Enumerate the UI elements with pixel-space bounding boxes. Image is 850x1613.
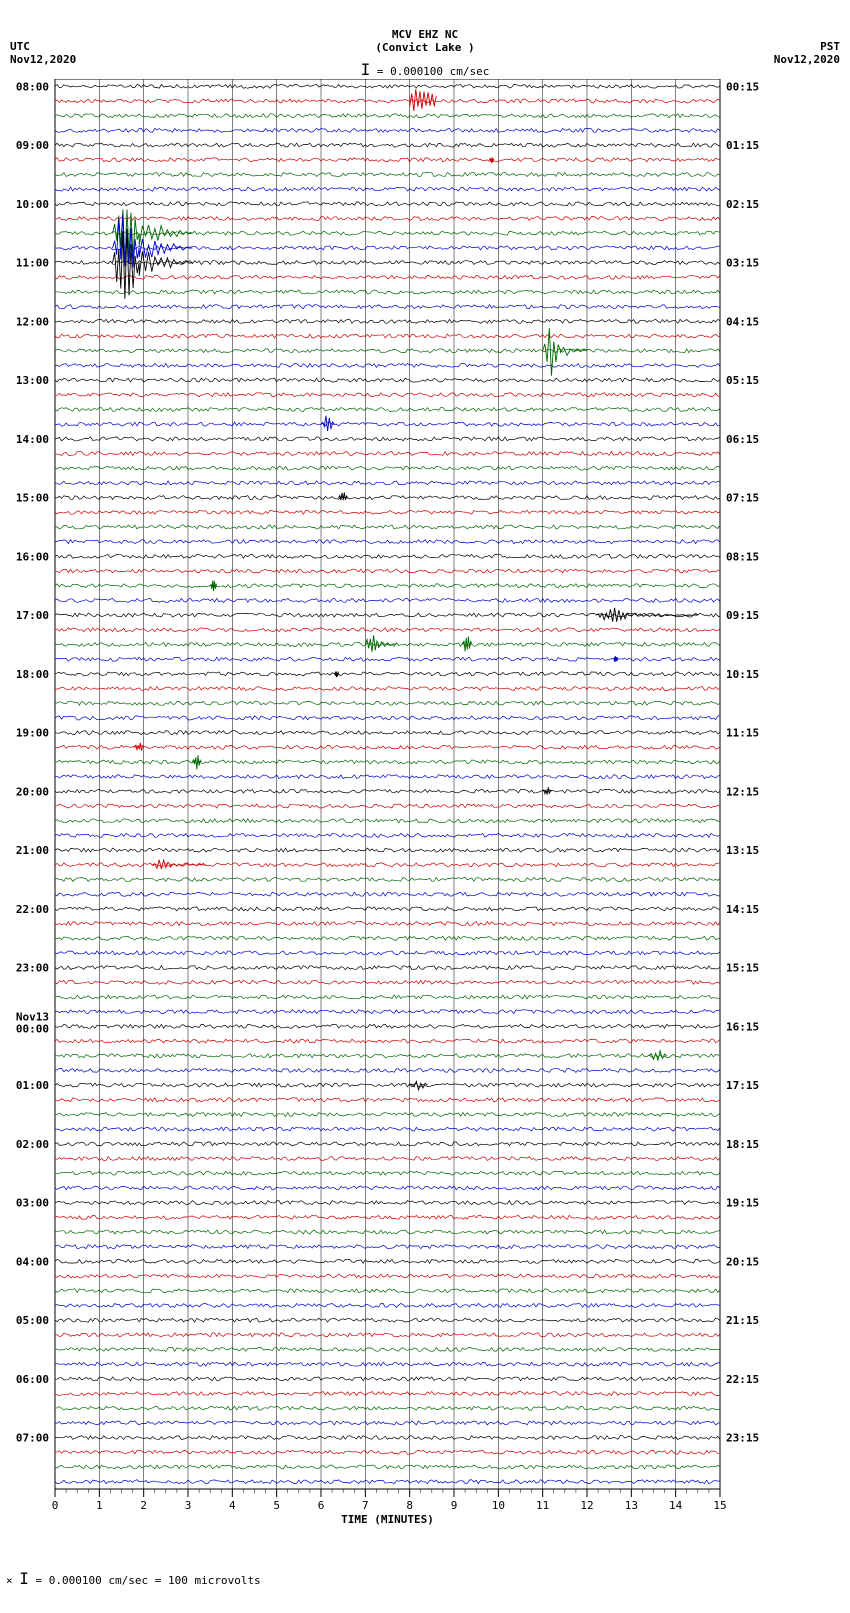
scale-value: = 0.000100 cm/sec	[377, 65, 490, 78]
svg-text:22:00: 22:00	[16, 903, 49, 916]
scale-indicator: I = 0.000100 cm/sec	[0, 54, 850, 79]
seismogram-plot: 08:00 09:00 10:00 11:00 12:00 13:00 14:00 15:00…	[0, 79, 850, 1559]
right-tz-date: Nov12,2020	[774, 53, 840, 66]
svg-text:02:15: 02:15	[726, 198, 759, 211]
svg-text:19:15: 19:15	[726, 1197, 759, 1210]
svg-text:20:00: 20:00	[16, 786, 49, 799]
svg-text:07:00: 07:00	[16, 1432, 49, 1445]
svg-text:03:00: 03:00	[16, 1197, 49, 1210]
svg-text:7: 7	[362, 1499, 369, 1512]
svg-text:13: 13	[625, 1499, 638, 1512]
footer-scale-bar-icon: I	[19, 1569, 29, 1588]
svg-text:08:15: 08:15	[726, 551, 759, 564]
svg-text:09:15: 09:15	[726, 609, 759, 622]
svg-text:09:00: 09:00	[16, 139, 49, 152]
svg-text:10: 10	[492, 1499, 505, 1512]
right-tz-name: PST	[774, 40, 840, 53]
svg-text:2: 2	[140, 1499, 147, 1512]
seismogram-container: UTC Nov12,2020 PST Nov12,2020 MCV EHZ NC…	[0, 0, 850, 1613]
svg-text:00:00: 00:00	[16, 1023, 49, 1036]
station-code: MCV EHZ NC	[0, 28, 850, 41]
svg-text:22:15: 22:15	[726, 1373, 759, 1386]
svg-text:18:15: 18:15	[726, 1138, 759, 1151]
svg-text:15:00: 15:00	[16, 492, 49, 505]
svg-text:18:00: 18:00	[16, 668, 49, 681]
station-location: (Convict Lake )	[0, 41, 850, 54]
svg-text:4: 4	[229, 1499, 236, 1512]
svg-text:15:15: 15:15	[726, 962, 759, 975]
svg-text:10:00: 10:00	[16, 198, 49, 211]
svg-text:06:00: 06:00	[16, 1373, 49, 1386]
svg-text:04:00: 04:00	[16, 1256, 49, 1269]
svg-text:23:00: 23:00	[16, 962, 49, 975]
chart-header: MCV EHZ NC (Convict Lake ) I = 0.000100 …	[0, 0, 850, 79]
svg-text:15: 15	[713, 1499, 726, 1512]
svg-text:01:15: 01:15	[726, 139, 759, 152]
svg-text:21:15: 21:15	[726, 1314, 759, 1327]
left-tz-date: Nov12,2020	[10, 53, 76, 66]
svg-text:03:15: 03:15	[726, 257, 759, 270]
svg-text:14:00: 14:00	[16, 433, 49, 446]
svg-text:19:00: 19:00	[16, 727, 49, 740]
svg-text:17:15: 17:15	[726, 1079, 759, 1092]
right-timezone-block: PST Nov12,2020	[774, 40, 840, 66]
svg-text:04:15: 04:15	[726, 316, 759, 329]
svg-text:13:00: 13:00	[16, 374, 49, 387]
svg-text:23:15: 23:15	[726, 1432, 759, 1445]
svg-text:12: 12	[580, 1499, 593, 1512]
svg-text:00:15: 00:15	[726, 81, 759, 94]
svg-text:9: 9	[451, 1499, 458, 1512]
svg-text:1: 1	[96, 1499, 103, 1512]
svg-text:02:00: 02:00	[16, 1138, 49, 1151]
svg-text:12:00: 12:00	[16, 316, 49, 329]
svg-text:14:15: 14:15	[726, 903, 759, 916]
svg-text:13:15: 13:15	[726, 844, 759, 857]
svg-text:3: 3	[185, 1499, 192, 1512]
svg-text:16:00: 16:00	[16, 551, 49, 564]
footer-prefix: ×	[6, 1574, 13, 1587]
svg-text:6: 6	[318, 1499, 325, 1512]
left-timezone-block: UTC Nov12,2020	[10, 40, 76, 66]
footer-text: = 0.000100 cm/sec = 100 microvolts	[36, 1574, 261, 1587]
left-tz-name: UTC	[10, 40, 76, 53]
svg-text:8: 8	[406, 1499, 413, 1512]
svg-text:21:00: 21:00	[16, 844, 49, 857]
svg-text:12:15: 12:15	[726, 786, 759, 799]
svg-text:20:15: 20:15	[726, 1256, 759, 1269]
svg-text:11:15: 11:15	[726, 727, 759, 740]
scale-bar-icon: I	[361, 60, 371, 79]
svg-text:05:00: 05:00	[16, 1314, 49, 1327]
svg-text:07:15: 07:15	[726, 492, 759, 505]
svg-text:06:15: 06:15	[726, 433, 759, 446]
svg-text:05:15: 05:15	[726, 374, 759, 387]
svg-text:TIME (MINUTES): TIME (MINUTES)	[341, 1513, 434, 1526]
footer: × I = 0.000100 cm/sec = 100 microvolts	[0, 1559, 850, 1588]
svg-text:01:00: 01:00	[16, 1079, 49, 1092]
svg-text:11:00: 11:00	[16, 257, 49, 270]
svg-text:0: 0	[52, 1499, 59, 1512]
svg-text:5: 5	[273, 1499, 280, 1512]
svg-text:16:15: 16:15	[726, 1021, 759, 1034]
svg-text:17:00: 17:00	[16, 609, 49, 622]
svg-text:10:15: 10:15	[726, 668, 759, 681]
svg-text:14: 14	[669, 1499, 683, 1512]
svg-text:11: 11	[536, 1499, 549, 1512]
svg-text:08:00: 08:00	[16, 81, 49, 94]
